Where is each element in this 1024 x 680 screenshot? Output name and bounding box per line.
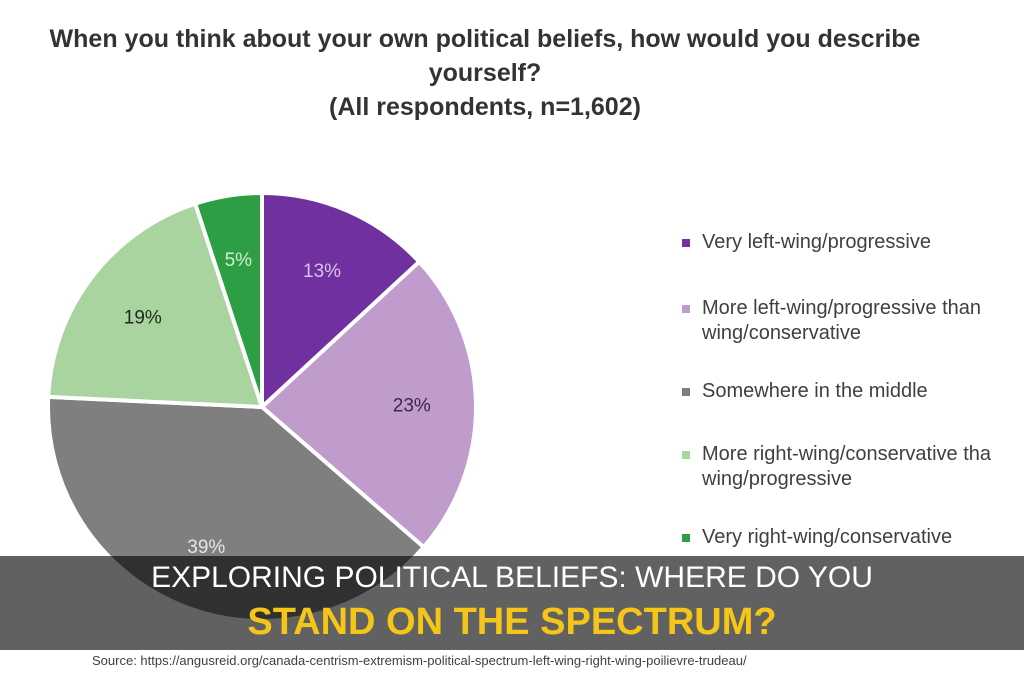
legend-item: Very right-wing/conservative <box>682 525 1024 550</box>
pie-slice <box>259 258 478 550</box>
source-note: Source: https://angusreid.org/canada-cen… <box>92 653 747 668</box>
legend-swatch <box>682 388 690 396</box>
legend-item: Somewhere in the middle <box>682 379 1024 404</box>
title-subtitle: (All respondents, n=1,602) <box>329 93 641 121</box>
banner-title-line2: STAND ON THE SPECTRUM? <box>247 601 777 643</box>
legend-label: Somewhere in the middle <box>702 380 928 402</box>
slice-label: 23% <box>393 396 431 417</box>
pie-slice <box>46 201 265 410</box>
title-line: When you think about your own political … <box>49 25 921 53</box>
legend-swatch <box>682 534 690 542</box>
legend-label: wing/conservative <box>702 322 861 344</box>
slice-label: 39% <box>187 537 225 558</box>
legend-swatch <box>682 239 690 247</box>
slice-label: 5% <box>225 250 253 271</box>
legend-label: More left-wing/progressive than <box>702 297 982 319</box>
title-banner <box>0 556 1024 650</box>
legend-label: Very right-wing/conservative <box>702 526 953 548</box>
chart-title: When you think about your own political … <box>0 22 970 124</box>
legend-swatch <box>682 305 690 313</box>
legend: Very left-wing/progressive More left-wing… <box>682 230 1024 550</box>
slice-label: 19% <box>124 307 162 328</box>
slice-label: 13% <box>303 261 341 282</box>
pie-slice <box>260 190 423 412</box>
pie-slice <box>192 190 264 408</box>
legend-label: wing/progressive <box>702 468 853 490</box>
legend-label: More right-wing/conservative tha <box>702 443 992 465</box>
legend-item: More left-wing/progressive than wing/cons… <box>682 296 1024 346</box>
legend-item: Very left-wing/progressive <box>682 230 1024 255</box>
title-line: yourself? <box>428 59 542 87</box>
legend-swatch <box>682 451 690 459</box>
banner-title-line1: EXPLORING POLITICAL BELIEFS: WHERE DO YO… <box>151 561 873 594</box>
legend-label: Very left-wing/progressive <box>702 231 931 253</box>
legend-item: More right-wing/conservative tha wing/pro… <box>682 442 1024 492</box>
